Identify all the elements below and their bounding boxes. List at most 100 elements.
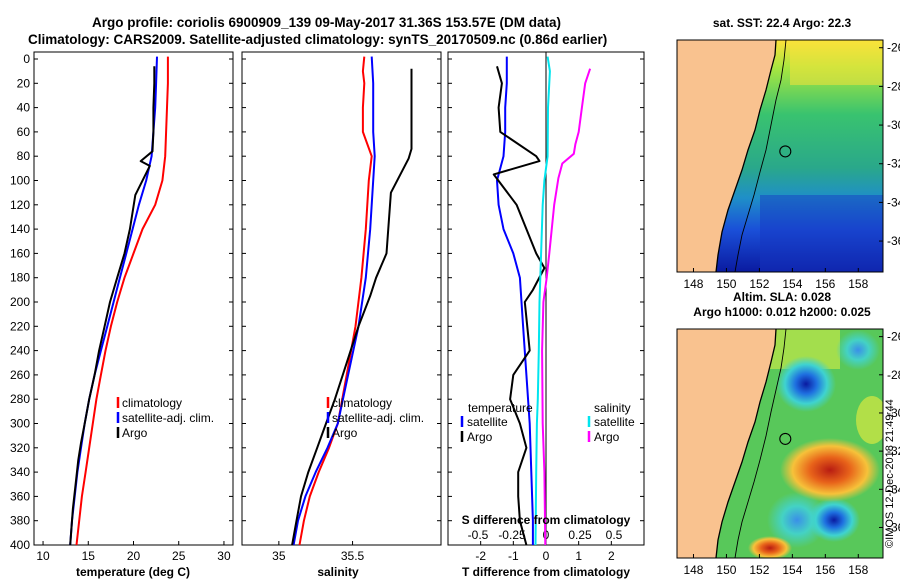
map-lon-label: 150 (716, 277, 736, 291)
salinity-xlabel: salinity (317, 565, 359, 579)
title-line-2: Climatology: CARS2009. Satellite-adjuste… (28, 32, 607, 47)
map-lon-label: 156 (815, 563, 835, 577)
series-line-climatology (75, 56, 169, 546)
salinity-axes-frame (241, 51, 442, 546)
depth-tick-label: 400 (10, 538, 30, 552)
depth-tick-label: 20 (17, 76, 31, 90)
x-tick-label: 15 (82, 549, 96, 563)
map-lat-label: -28 (887, 368, 900, 382)
temperature-axes-frame (33, 51, 234, 546)
sla-map-title-1: Altim. SLA: 0.028 (733, 290, 831, 304)
depth-tick-label: 40 (17, 101, 31, 115)
series-line-t-argo (492, 66, 546, 546)
x-tick-label: 2 (608, 549, 615, 563)
sla-isobath (734, 329, 787, 558)
depth-tick-label: 240 (10, 344, 30, 358)
sst-land (677, 40, 776, 272)
map-lon-label: 154 (782, 563, 802, 577)
map-lat-label: -32 (887, 157, 900, 171)
sla-land (677, 329, 776, 558)
series-line-s-argo (541, 68, 592, 546)
x-tick-label: 25 (172, 549, 186, 563)
s-tick-label: 0.25 (568, 528, 592, 542)
depth-tick-label: 100 (10, 174, 30, 188)
difference-series (492, 56, 592, 546)
depth-axis: 0 20 40 60 80 100 120 140 160 180 200 220 240 260 280 3… (10, 52, 233, 552)
legend-label: satellite-adj. clim. (122, 411, 214, 425)
x-tick-label: 35 (272, 549, 286, 563)
sla-eddy-cyclonic-north (776, 356, 836, 412)
sla-coastline (715, 329, 777, 558)
sla-warm-east (856, 396, 883, 444)
series-line-t-satellite (496, 56, 534, 545)
series-line-satellite-adj-clim- (292, 56, 376, 546)
sst-warm-patch (790, 40, 883, 85)
salinity-depth-ticks (242, 58, 441, 546)
t-difference-axis: -2 -1 0 1 2 (475, 541, 615, 563)
depth-tick-label: 140 (10, 222, 30, 236)
legend-label: satellite-adj. clim. (332, 411, 424, 425)
temperature-series (69, 56, 169, 546)
s-tick-label: -0.5 (468, 528, 489, 542)
temperature-panel: 0 20 40 60 80 100 120 140 160 180 200 220 240 260 280 3… (10, 51, 234, 579)
legend-label: Argo (332, 426, 358, 440)
sst-map-axes: 148 150 152 154 156 158 -26 -28 -30 -32 -34 -36 (683, 41, 900, 291)
s-tick-label: 0.5 (606, 528, 623, 542)
sla-eddy-anticyclonic (780, 438, 880, 502)
legend-label: satellite (594, 415, 635, 429)
depth-tick-label: 120 (10, 198, 30, 212)
series-line-climatology (298, 56, 373, 546)
legend-label: Argo (594, 430, 620, 444)
depth-tick-label: 160 (10, 246, 30, 260)
depth-tick-label: 340 (10, 465, 30, 479)
depth-tick-label: 180 (10, 271, 30, 285)
salinity-axis: 35 35.5 (272, 541, 365, 563)
map-lon-label: 148 (683, 277, 703, 291)
depth-tick-label: 320 (10, 441, 30, 455)
series-line-argo (291, 68, 413, 546)
depth-tick-label: 360 (10, 489, 30, 503)
difference-depth-ticks (448, 58, 644, 546)
series-line-argo (69, 66, 156, 546)
map-lat-label: -34 (887, 195, 900, 209)
map-lat-label: -30 (887, 118, 900, 132)
salinity-series (291, 56, 413, 546)
legend-title-temperature: temperature (468, 401, 533, 415)
sla-eddy-teal-east (836, 330, 880, 370)
sla-map-frame (676, 328, 884, 559)
legend-label: Argo (467, 430, 493, 444)
s-difference-label: S difference from climatology (462, 513, 631, 527)
depth-tick-label: 0 (23, 52, 30, 66)
map-lat-label: -36 (887, 520, 900, 534)
map-lat-label: -28 (887, 79, 900, 93)
depth-tick-label: 380 (10, 514, 30, 528)
depth-tick-label: 260 (10, 368, 30, 382)
map-lat-label: -30 (887, 406, 900, 420)
legend-label: climatology (122, 396, 182, 410)
title-line-1: Argo profile: coriolis 6900909_139 09-Ma… (92, 15, 561, 30)
x-tick-label: -1 (508, 549, 519, 563)
sst-map-frame (676, 39, 884, 273)
sla-map-axes: 148 150 152 154 156 158 -26 -28 -30 -32 -34 -36 (683, 330, 900, 577)
map-lon-label: 150 (716, 563, 736, 577)
imos-watermark: ©IMOS 12-Dec-2018 21:49:44 (884, 399, 896, 548)
temperature-xlabel: temperature (deg C) (76, 565, 190, 579)
x-tick-label: 1 (575, 549, 582, 563)
map-lat-label: -26 (887, 41, 900, 55)
sla-argo-position-marker (779, 432, 792, 445)
sla-eddy-red-south (748, 536, 792, 558)
sla-eddy-cyclonic-south (808, 498, 860, 542)
x-tick-label: 10 (36, 549, 50, 563)
legend-label: satellite (467, 415, 508, 429)
sst-isobath (734, 40, 787, 272)
t-difference-xlabel: T difference from climatology (462, 565, 630, 579)
map-lat-label: -36 (887, 234, 900, 248)
depth-tick-label: 60 (17, 125, 31, 139)
x-tick-label: 30 (217, 549, 231, 563)
sst-map: sat. SST: 22.4 Argo: 22.3 148 150 152 154 15… (676, 16, 900, 291)
difference-legend: temperature salinitysatelliteArgosatellit… (460, 401, 635, 444)
x-tick-label: -2 (475, 549, 486, 563)
map-lon-label: 154 (782, 277, 802, 291)
